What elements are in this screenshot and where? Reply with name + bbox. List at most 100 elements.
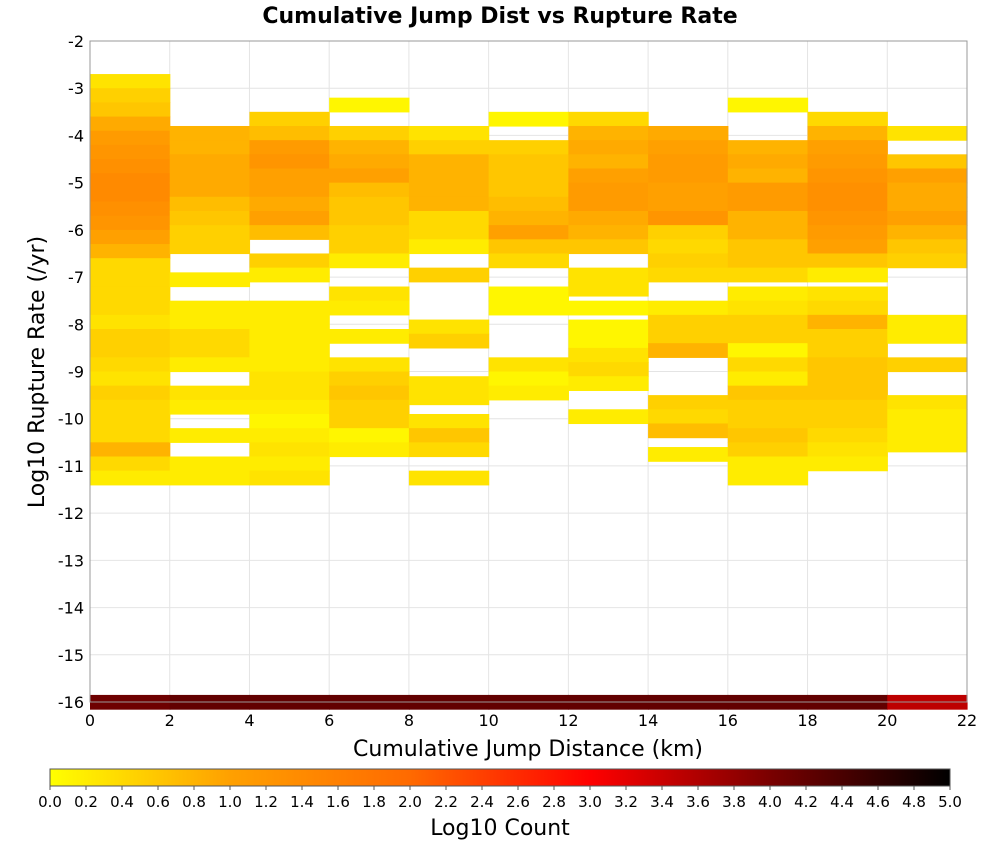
heatmap-cell	[807, 300, 888, 316]
heatmap-cell	[329, 329, 410, 344]
heatmap-cell	[807, 314, 888, 330]
heatmap-cell	[90, 88, 171, 103]
y-tick-label: -9	[68, 363, 84, 382]
heatmap-cell	[807, 196, 888, 212]
heatmap-cell	[568, 300, 649, 316]
heatmap-cell	[169, 357, 251, 373]
heatmap-cell	[408, 239, 490, 255]
heatmap-cell	[249, 182, 330, 198]
heatmap-cell	[807, 442, 888, 458]
colorbar-tick-label: 3.8	[722, 793, 746, 811]
heatmap-cell	[90, 357, 171, 373]
heatmap-cell	[90, 329, 171, 344]
colorbar-tick-label: 0.2	[74, 793, 98, 811]
heatmap-cell	[727, 267, 809, 283]
x-tick-label: 0	[85, 711, 95, 730]
heatmap-cell	[90, 371, 171, 387]
heatmap-cell	[648, 225, 729, 240]
heatmap-cell	[727, 239, 809, 255]
heatmap-cell	[169, 470, 251, 486]
heatmap-cell	[568, 111, 649, 127]
heatmap-cell	[329, 300, 410, 316]
heatmap-cell	[568, 225, 649, 240]
heatmap-cell	[249, 456, 330, 472]
x-tick-label: 18	[797, 711, 817, 730]
heatmap-cell	[648, 267, 729, 283]
heatmap-cell	[727, 225, 809, 240]
heatmap-cell	[887, 253, 968, 269]
heatmap-cell	[408, 470, 490, 486]
heatmap-cell	[648, 314, 729, 330]
heatmap-cell	[329, 154, 410, 170]
heatmap-cell	[488, 196, 569, 212]
heatmap-cell	[329, 253, 410, 269]
heatmap-cell	[249, 300, 330, 316]
y-tick-label: -8	[68, 315, 84, 334]
heatmap-cell	[807, 154, 888, 170]
heatmap-cell	[887, 409, 968, 425]
colorbar-tick-label: 1.4	[290, 793, 314, 811]
heatmap-cell	[408, 319, 490, 335]
colorbar-tick-label: 3.6	[686, 793, 710, 811]
heatmap-cell	[329, 168, 410, 184]
heatmap-cell	[249, 371, 330, 387]
heatmap-cell	[887, 182, 968, 198]
heatmap-cell	[90, 428, 171, 443]
x-axis-label: Cumulative Jump Distance (km)	[353, 737, 703, 762]
heatmap-cell	[90, 215, 171, 231]
heatmap-cell	[807, 286, 888, 302]
x-tick-label: 4	[244, 711, 254, 730]
heatmap-cell	[90, 187, 171, 203]
heatmap-cell	[90, 244, 171, 259]
colorbar-tick-label: 2.0	[398, 793, 422, 811]
heatmap-cell	[807, 168, 888, 184]
heatmap-cell	[568, 154, 649, 170]
heatmap-cell	[169, 225, 251, 240]
heatmap-cell	[169, 329, 251, 344]
heatmap-cell	[887, 329, 968, 344]
heatmap-cell	[727, 428, 809, 443]
heatmap-cell	[90, 102, 171, 118]
heatmap-cell	[90, 116, 171, 132]
heatmap-cell	[488, 300, 569, 316]
heatmap-cell	[169, 154, 251, 170]
heatmap-cell	[807, 239, 888, 255]
heatmap-cell	[727, 456, 809, 472]
heatmap-cell	[887, 210, 968, 226]
heatmap-cell	[648, 423, 729, 439]
y-tick-label: -2	[68, 32, 84, 51]
heatmap-cell	[329, 196, 410, 212]
heatmap-cell	[249, 168, 330, 184]
heatmap-cell	[488, 210, 569, 226]
x-tick-label: 14	[638, 711, 658, 730]
heatmap-cell	[648, 125, 729, 141]
heatmap-cell	[568, 140, 649, 155]
heatmap-cell	[568, 347, 649, 363]
y-tick-label: -12	[58, 504, 84, 523]
heatmap-cell	[90, 159, 171, 174]
heatmap-cell	[249, 225, 330, 240]
heatmap-cell	[90, 300, 171, 316]
heatmap-cell	[408, 125, 490, 141]
heatmap-cell	[90, 343, 171, 358]
heatmap-cell	[408, 210, 490, 226]
colorbar-tick-label: 3.0	[578, 793, 602, 811]
y-tick-label: -5	[68, 174, 84, 193]
heatmap-cell	[727, 357, 809, 373]
heatmap-cell	[807, 413, 888, 429]
colorbar-tick-label: 3.2	[614, 793, 638, 811]
heatmap-cell	[727, 140, 809, 155]
heatmap-cell	[329, 371, 410, 387]
heatmap-cell	[90, 314, 171, 330]
heatmap-cell	[648, 168, 729, 184]
colorbar-tick-label: 0.6	[146, 793, 170, 811]
heatmap-cell	[169, 343, 251, 358]
heatmap-cell	[488, 111, 569, 127]
heatmap-cell	[329, 125, 410, 141]
heatmap-cell	[568, 362, 649, 377]
y-tick-label: -15	[58, 646, 84, 665]
heatmap-cell	[727, 97, 809, 113]
heatmap-cell	[90, 173, 171, 188]
heatmap-cell	[90, 144, 171, 160]
y-tick-label: -13	[58, 551, 84, 570]
